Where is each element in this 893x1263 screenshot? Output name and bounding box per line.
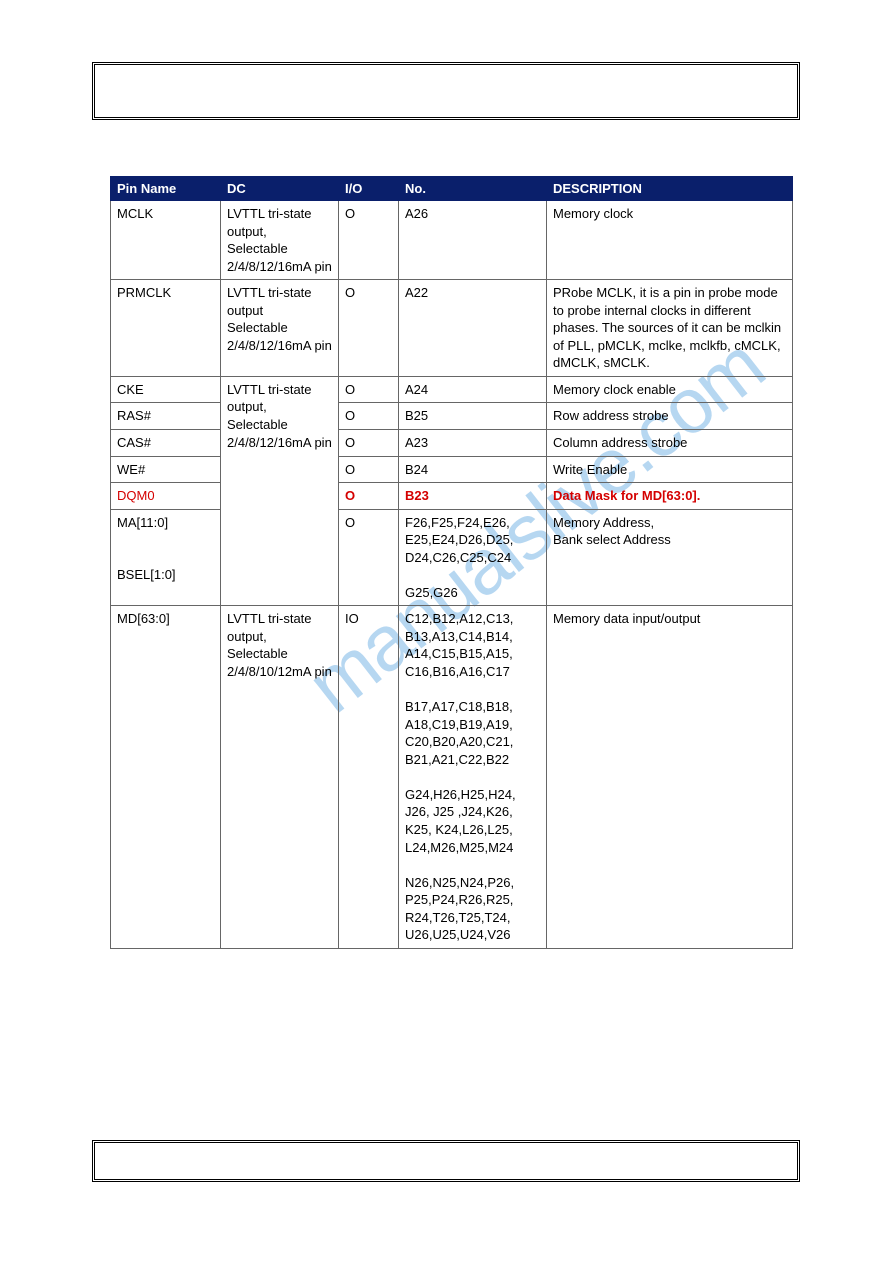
cell-desc: PRobe MCLK, it is a pin in probe mode to… [547, 280, 793, 377]
col-header-no: No. [399, 177, 547, 201]
bottom-empty-box [92, 1140, 800, 1182]
cell-pin: PRMCLK [111, 280, 221, 377]
cell-pin-combined: MA[11:0] BSEL[1:0] [111, 509, 221, 606]
cell-desc: Memory clock enable [547, 376, 793, 403]
cell-no: A26 [399, 201, 547, 280]
cell-io: O [339, 456, 399, 483]
cell-pin: CKE [111, 376, 221, 403]
page-container: manualslive.com Pin Name DC I/O No. DESC… [0, 0, 893, 1263]
top-empty-box [92, 62, 800, 120]
cell-no: B25 [399, 403, 547, 430]
cell-desc: Data Mask for MD[63:0]. [547, 483, 793, 510]
cell-no: C12,B12,A12,C13, B13,A13,C14,B14, A14,C1… [399, 606, 547, 948]
cell-pin-ma: MA[11:0] [117, 515, 168, 530]
cell-desc: Row address strobe [547, 403, 793, 430]
cell-pin: MD[63:0] [111, 606, 221, 948]
table-row: WE# O B24 Write Enable [111, 456, 793, 483]
cell-desc: Column address strobe [547, 430, 793, 457]
table-row: DQM0 O B23 Data Mask for MD[63:0]. [111, 483, 793, 510]
table-row: RAS# O B25 Row address strobe [111, 403, 793, 430]
col-header-pinname: Pin Name [111, 177, 221, 201]
cell-io: O [339, 376, 399, 403]
table-header-row: Pin Name DC I/O No. DESCRIPTION [111, 177, 793, 201]
table-row: CAS# O A23 Column address strobe [111, 430, 793, 457]
cell-no: A24 [399, 376, 547, 403]
cell-dc: LVTTL tri-state output, Selectable 2/4/8… [221, 606, 339, 948]
col-header-dc: DC [221, 177, 339, 201]
cell-desc: Write Enable [547, 456, 793, 483]
col-header-description: DESCRIPTION [547, 177, 793, 201]
cell-pin: WE# [111, 456, 221, 483]
pin-table: Pin Name DC I/O No. DESCRIPTION MCLK LVT… [110, 176, 793, 949]
cell-desc: Memory clock [547, 201, 793, 280]
cell-no: B24 [399, 456, 547, 483]
cell-io: O [339, 280, 399, 377]
table-row: MD[63:0] LVTTL tri-state output, Selecta… [111, 606, 793, 948]
cell-io: O [339, 483, 399, 510]
cell-dc: LVTTL tri-state output, Selectable 2/4/8… [221, 201, 339, 280]
cell-pin: DQM0 [111, 483, 221, 510]
cell-no: A22 [399, 280, 547, 377]
table-row: MCLK LVTTL tri-state output, Selectable … [111, 201, 793, 280]
table-row: CKE LVTTL tri-state output, Selectable 2… [111, 376, 793, 403]
cell-io: O [339, 509, 399, 606]
cell-io: IO [339, 606, 399, 948]
cell-io: O [339, 403, 399, 430]
table-row: PRMCLK LVTTL tri-state output Selectable… [111, 280, 793, 377]
cell-pin: MCLK [111, 201, 221, 280]
cell-pin: RAS# [111, 403, 221, 430]
cell-io: O [339, 430, 399, 457]
table-row: MA[11:0] BSEL[1:0] O F26,F25,F24,E26, E2… [111, 509, 793, 606]
cell-desc: Memory Address, Bank select Address [547, 509, 793, 606]
cell-no: B23 [399, 483, 547, 510]
cell-io: O [339, 201, 399, 280]
cell-no: F26,F25,F24,E26, E25,E24,D26,D25, D24,C2… [399, 509, 547, 606]
cell-dc-shared: LVTTL tri-state output, Selectable 2/4/8… [221, 376, 339, 605]
cell-dc: LVTTL tri-state output Selectable 2/4/8/… [221, 280, 339, 377]
cell-no: A23 [399, 430, 547, 457]
cell-pin-bsel: BSEL[1:0] [117, 567, 176, 582]
col-header-io: I/O [339, 177, 399, 201]
pin-table-container: Pin Name DC I/O No. DESCRIPTION MCLK LVT… [110, 176, 792, 949]
cell-pin: CAS# [111, 430, 221, 457]
cell-desc: Memory data input/output [547, 606, 793, 948]
